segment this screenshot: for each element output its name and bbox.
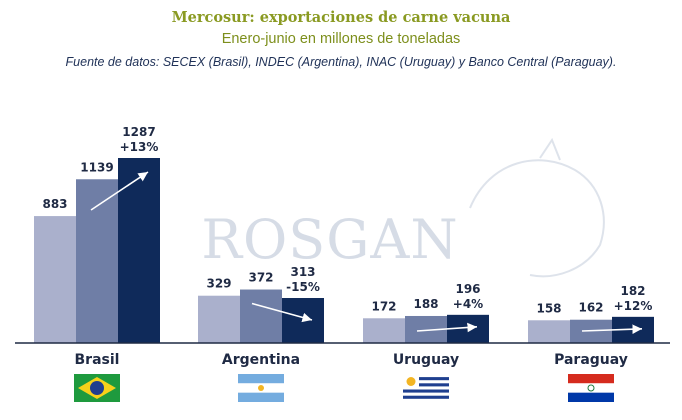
change-label-brasil: +13% — [120, 140, 159, 154]
change-label-paraguay: +12% — [614, 299, 653, 313]
category-label-brasil: Brasil — [75, 352, 120, 368]
chart-subtitle: Enero-junio en millones de toneladas — [221, 31, 461, 47]
chart-title: Mercosur: exportaciones de carne vacuna — [171, 9, 511, 26]
bar-argentina-1 — [198, 295, 240, 343]
bar-argentina-2 — [240, 289, 282, 343]
bar-brasil-1 — [34, 216, 76, 343]
value-label-paraguay-1: 158 — [536, 301, 561, 315]
trend-arrow-paraguay — [581, 324, 643, 334]
category-label-uruguay: Uruguay — [393, 352, 459, 368]
bar-argentina-3 — [282, 298, 324, 343]
trend-arrow-uruguay — [416, 322, 478, 333]
value-label-argentina-2: 372 — [248, 271, 273, 285]
category-label-argentina: Argentina — [222, 352, 300, 368]
paraguay-flag-icon — [568, 374, 614, 402]
trend-arrow-brasil — [90, 171, 149, 211]
bar-uruguay-1 — [363, 318, 405, 343]
value-label-uruguay-2: 188 — [413, 297, 438, 311]
value-label-paraguay-3: 182 — [620, 284, 645, 298]
chart-source: Fuente de datos: SECEX (Brasil), INDEC (… — [65, 55, 617, 69]
value-label-argentina-1: 329 — [206, 277, 231, 291]
argentina-flag-icon — [238, 374, 284, 402]
uruguay-flag-icon — [403, 374, 449, 402]
bar-brasil-2 — [76, 179, 118, 343]
change-label-argentina: -15% — [286, 280, 320, 294]
value-label-brasil-2: 1139 — [80, 160, 113, 174]
value-label-uruguay-3: 196 — [455, 282, 480, 296]
value-label-brasil-1: 883 — [42, 197, 67, 211]
value-label-argentina-3: 313 — [290, 265, 315, 279]
value-label-uruguay-1: 172 — [371, 299, 396, 313]
category-label-paraguay: Paraguay — [554, 352, 628, 368]
value-label-brasil-3: 1287 — [122, 125, 155, 139]
value-label-paraguay-2: 162 — [578, 301, 603, 315]
rosgan-watermark: ROSGAN — [201, 137, 605, 278]
bar-paraguay-1 — [528, 320, 570, 343]
trend-arrow-argentina — [251, 302, 313, 323]
brazil-flag-icon — [74, 374, 120, 402]
change-label-uruguay: +4% — [453, 297, 483, 311]
watermark-text: ROSGAN — [201, 208, 458, 271]
bar-brasil-3 — [118, 158, 160, 343]
